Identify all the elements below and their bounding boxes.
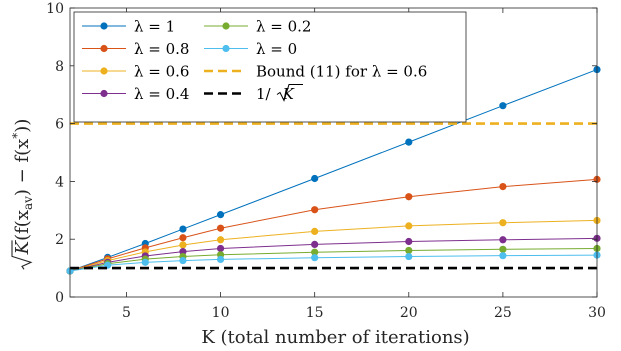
legend-label: λ = 1: [134, 18, 175, 36]
legend-label: λ = 0.6: [134, 63, 189, 81]
legend-marker: [100, 89, 108, 98]
data-point: [499, 219, 507, 227]
legend-marker: [100, 44, 108, 53]
legend: λ = 1 λ = 0.8 λ = 0.6 λ = 0.4 λ = 0.2 λ = 0 Bo…: [73, 11, 467, 123]
data-point: [405, 222, 413, 230]
legend-label: λ = 0.8: [134, 40, 189, 58]
axis-labels: K (total number of iterations) K(f(xav) −…: [10, 119, 470, 348]
legend-marker: [222, 22, 230, 30]
data-point: [311, 254, 319, 262]
data-point: [499, 102, 507, 110]
data-point: [311, 240, 319, 249]
data-point: [499, 236, 507, 244]
y-axis-label: K(f(xav) − f(x*)): [10, 119, 35, 270]
x-tick-label: 25: [494, 305, 512, 321]
data-point: [179, 241, 187, 249]
sqrt-sign: [11, 240, 33, 270]
data-point: [216, 224, 225, 232]
y-tick-label: 6: [55, 117, 64, 133]
data-point: [405, 237, 413, 246]
data-point: [499, 245, 507, 253]
y-tick-label: 8: [55, 59, 64, 75]
data-point: [179, 256, 187, 265]
legend-label: λ = 0.4: [134, 85, 189, 103]
data-point: [405, 246, 413, 255]
y-axis-label-text: K(f(xav) − f(x*)): [10, 119, 35, 256]
x-tick-label: 15: [306, 305, 324, 321]
y-tick-label: 10: [46, 1, 64, 17]
legend-label: λ = 0.2: [256, 18, 311, 36]
y-tick-label: 4: [55, 174, 64, 190]
data-point: [216, 211, 225, 219]
x-axis-label: K (total number of iterations): [201, 327, 469, 348]
x-tick-label: 20: [400, 305, 418, 321]
legend-box: [73, 11, 467, 123]
legend-marker: [100, 22, 108, 30]
y-tick-label: 0: [55, 290, 64, 306]
data-point: [311, 206, 319, 214]
axes: 5 10 15 20 25 30 0 2 4 6 8 10: [46, 1, 606, 321]
legend-marker: [222, 44, 230, 53]
data-point: [179, 225, 187, 233]
data-point: [311, 174, 319, 183]
data-point: [499, 183, 507, 191]
data-point: [311, 227, 319, 235]
legend-label: λ = 0: [256, 40, 297, 58]
data-point: [141, 258, 149, 266]
x-tick-label: 5: [122, 305, 131, 321]
data-point: [179, 234, 187, 242]
x-tick-label: 30: [588, 305, 606, 321]
sqrt-sign: [276, 84, 303, 102]
data-point: [405, 138, 413, 146]
x-tick-label: 10: [212, 305, 230, 321]
y-tick-label: 2: [55, 232, 64, 248]
data-point: [216, 244, 225, 253]
data-point: [499, 252, 507, 260]
data-point: [311, 248, 319, 256]
legend-label: Bound (11) for λ = 0.6: [256, 63, 427, 81]
data-point: [405, 193, 413, 201]
axes-frame: [69, 7, 598, 298]
data-point: [405, 252, 413, 261]
data-point: [216, 255, 225, 264]
legend-marker: [100, 67, 108, 75]
data-point: [216, 236, 225, 244]
